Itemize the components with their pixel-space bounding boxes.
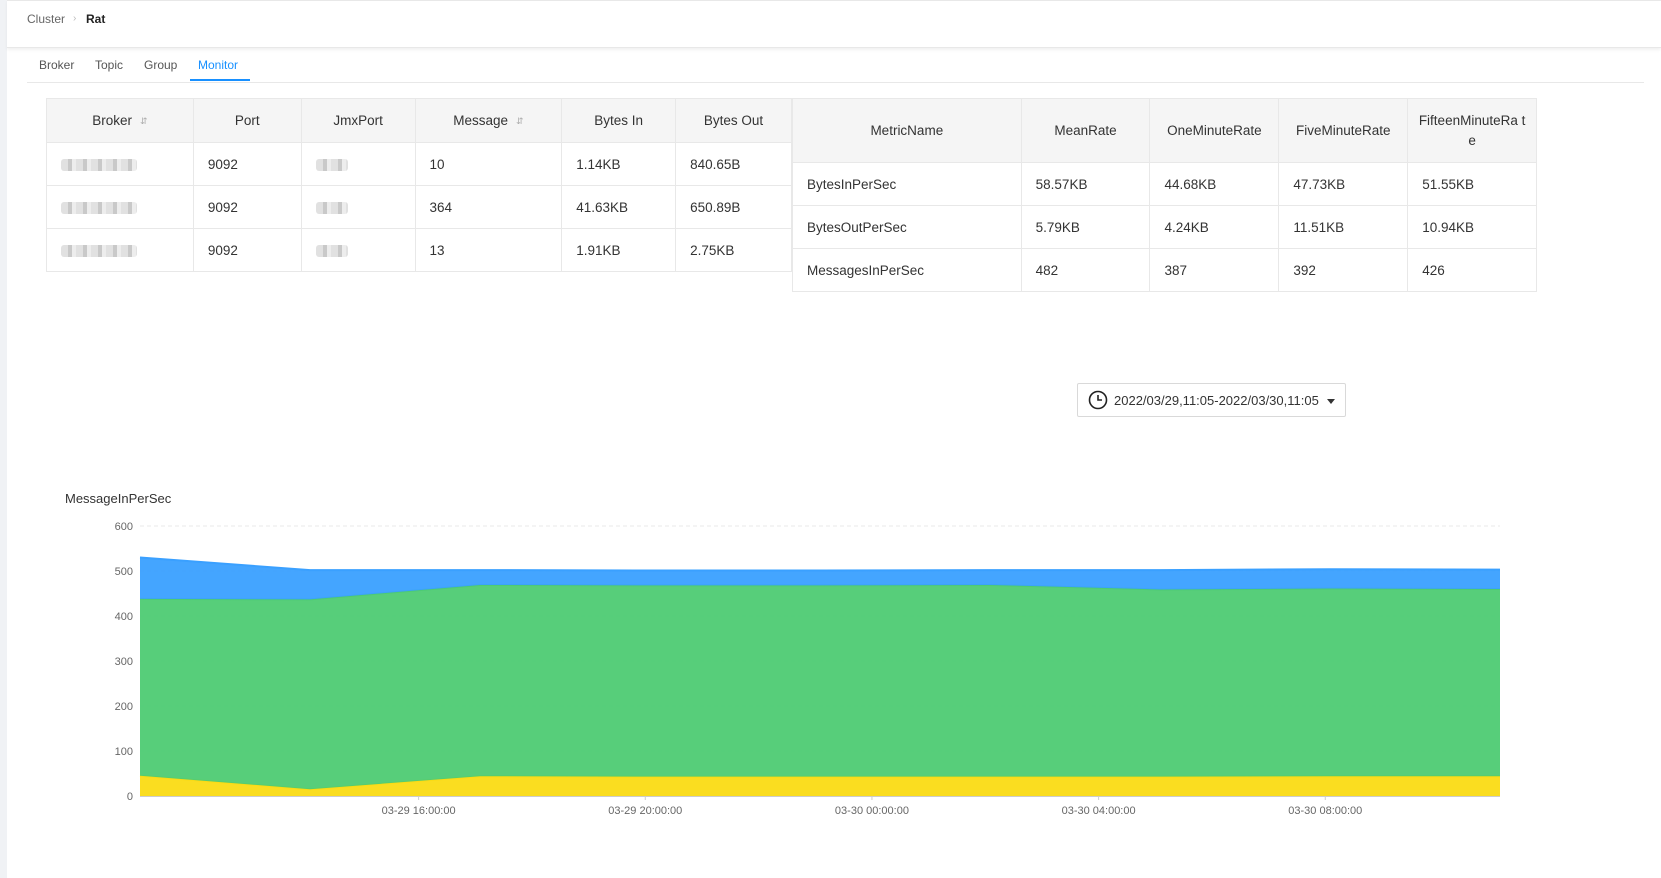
active-tab-indicator	[190, 79, 250, 81]
column-header-jmxport: JmxPort	[300, 98, 416, 143]
redacted-host	[61, 158, 137, 171]
y-tick-label: 500	[115, 566, 133, 578]
clock-icon	[1088, 390, 1108, 413]
broker-table-header: Broker ⇵ Port JmxPort Message ⇵ Bytes In B…	[46, 98, 792, 143]
column-header-broker[interactable]: Broker ⇵	[46, 98, 194, 143]
port-cell: 9092	[192, 228, 302, 272]
column-header-fifteen-minute-rate: FifteenMinuteRa te	[1407, 98, 1537, 163]
jmxport-cell	[300, 185, 416, 229]
one-minute-rate-cell: 387	[1149, 248, 1280, 292]
tab-group[interactable]: Group	[144, 58, 178, 72]
area-series-2	[140, 584, 1500, 790]
redacted-host	[61, 244, 137, 257]
column-header-bytes-out: Bytes Out	[675, 98, 792, 143]
x-tick-label: 03-30 04:00:00	[1062, 805, 1136, 817]
message-cell: 10	[414, 142, 563, 186]
metric-name-cell: MessagesInPerSec	[792, 248, 1022, 292]
header-bar: Cluster › Rat	[7, 0, 1661, 48]
broker-host	[46, 142, 194, 186]
metric-table-header: MetricName MeanRate OneMinuteRate FiveMi…	[792, 98, 1537, 163]
breadcrumb-separator: ›	[73, 13, 77, 24]
redacted-jmxport	[315, 158, 348, 171]
bytes-out-cell: 650.89B	[675, 185, 792, 229]
x-tick-label: 03-29 16:00:00	[382, 805, 456, 817]
sort-icon[interactable]: ⇵	[515, 115, 524, 126]
table-row: BytesOutPerSec 5.79KB 4.24KB 11.51KB 10.…	[792, 205, 1537, 249]
mean-rate-cell: 482	[1020, 248, 1151, 292]
x-tick-label: 03-30 00:00:00	[835, 805, 909, 817]
table-row: 9092 13 1.91KB 2.75KB	[46, 228, 792, 272]
metric-table: MetricName MeanRate OneMinuteRate FiveMi…	[792, 98, 1537, 292]
redacted-jmxport	[315, 244, 348, 257]
caret-down-icon	[1327, 399, 1335, 404]
bytes-in-cell: 41.63KB	[561, 185, 677, 229]
breadcrumb-current: Rat	[86, 12, 106, 26]
area-series-line-3	[139, 556, 1501, 572]
area-series-1	[140, 775, 1500, 796]
column-header-message[interactable]: Message ⇵	[414, 98, 563, 143]
bytes-out-cell: 840.65B	[675, 142, 792, 186]
y-tick-label: 600	[115, 521, 133, 533]
five-minute-rate-cell: 392	[1278, 248, 1409, 292]
tab-monitor[interactable]: Monitor	[198, 58, 239, 72]
y-tick-label: 400	[115, 611, 133, 623]
chart-title: MessageInPerSec	[65, 491, 172, 506]
column-header-bytes-in: Bytes In	[561, 98, 677, 143]
jmxport-cell	[300, 228, 416, 272]
tab-topic[interactable]: Topic	[95, 58, 124, 72]
jmxport-cell	[300, 142, 416, 186]
tab-bar: Broker Topic Group Monitor	[27, 50, 1644, 83]
column-header-mean-rate: MeanRate	[1020, 98, 1151, 163]
column-header-five-minute-rate: FiveMinuteRate	[1278, 98, 1409, 163]
column-header-metric-name: MetricName	[792, 98, 1022, 163]
message-in-chart: 0 100 200 300 400 500 600 03-29 16:00:00 03-29 …	[115, 521, 1501, 817]
message-cell: 13	[414, 228, 563, 272]
y-tick-label: 200	[115, 701, 133, 713]
fifteen-minute-rate-cell: 426	[1407, 248, 1537, 292]
bytes-in-cell: 1.91KB	[561, 228, 677, 272]
breadcrumb-cluster[interactable]: Cluster	[27, 12, 66, 26]
one-minute-rate-cell: 4.24KB	[1149, 205, 1280, 249]
page: Cluster › Rat Broker Topic Group Monitor…	[7, 0, 1661, 878]
x-tick-label: 03-29 20:00:00	[608, 805, 682, 817]
fifteen-minute-rate-cell: 10.94KB	[1407, 205, 1537, 249]
table-row: 9092 10 1.14KB 840.65B	[46, 142, 792, 186]
mean-rate-cell: 58.57KB	[1020, 162, 1151, 206]
tab-broker[interactable]: Broker	[39, 58, 75, 72]
five-minute-rate-cell: 47.73KB	[1278, 162, 1409, 206]
port-cell: 9092	[192, 142, 302, 186]
y-tick-label: 300	[115, 656, 133, 668]
column-header-one-minute-rate: OneMinuteRate	[1149, 98, 1280, 163]
table-row: MessagesInPerSec 482 387 392 426	[792, 248, 1537, 292]
bytes-in-cell: 1.14KB	[561, 142, 677, 186]
area-series-3	[140, 557, 1500, 600]
broker-table: Broker ⇵ Port JmxPort Message ⇵ Bytes In B…	[46, 98, 792, 272]
sort-icon[interactable]: ⇵	[140, 115, 148, 126]
port-cell: 9092	[192, 185, 302, 229]
x-tick-label: 03-30 08:00:00	[1288, 805, 1362, 817]
time-range-picker[interactable]: 2022/03/29,11:05-2022/03/30,11:05	[1077, 383, 1346, 417]
y-tick-label: 100	[115, 746, 133, 758]
y-tick-label: 0	[127, 791, 133, 803]
time-range-value: 2022/03/29,11:05-2022/03/30,11:05	[1114, 393, 1319, 408]
redacted-jmxport	[315, 201, 348, 214]
bytes-out-cell: 2.75KB	[675, 228, 792, 272]
redacted-host	[61, 201, 137, 214]
broker-host	[46, 228, 194, 272]
